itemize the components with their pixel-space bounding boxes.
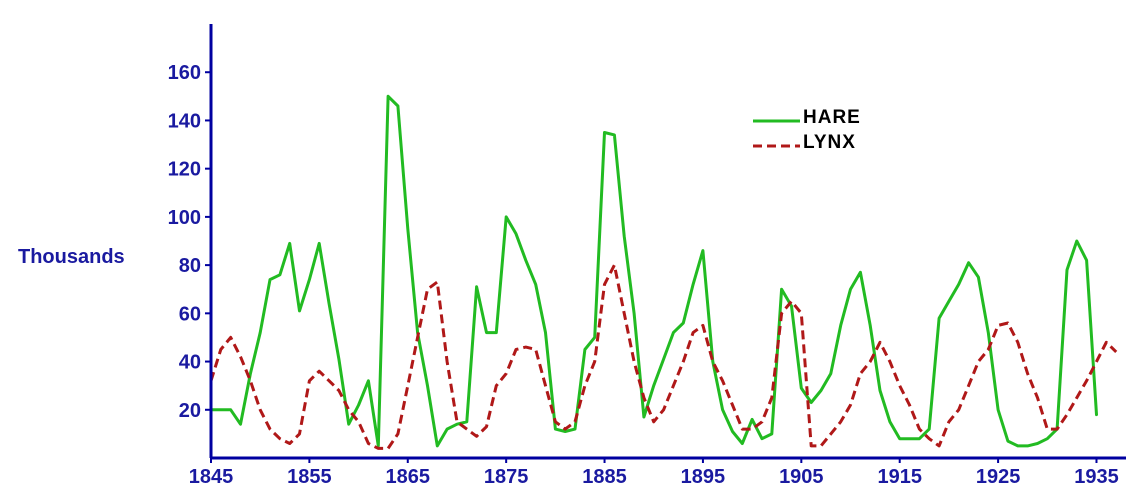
- y-tick-label: 100: [168, 207, 201, 229]
- x-tick-label: 1885: [582, 466, 627, 488]
- y-tick-label: 160: [168, 62, 201, 84]
- y-tick-label: 120: [168, 159, 201, 181]
- y-tick-label: 40: [179, 352, 201, 374]
- y-tick-label: 80: [179, 255, 201, 277]
- y-axis-ticks: 20 40 60 80 100 120 140 160: [168, 62, 211, 422]
- y-tick-label: 60: [179, 303, 201, 325]
- x-tick-label: 1935: [1074, 466, 1119, 488]
- y-axis-label: Thousands: [18, 246, 125, 268]
- series-line-lynx: [209, 263, 1118, 450]
- x-tick-label: 1895: [681, 466, 726, 488]
- series-line-hare: [209, 94, 1098, 448]
- x-tick-label: 1925: [976, 466, 1021, 488]
- x-tick-label: 1875: [484, 466, 529, 488]
- x-tick-label: 1905: [779, 466, 824, 488]
- plot-area: [209, 94, 1118, 450]
- x-tick-label: 1855: [287, 466, 332, 488]
- y-tick-label: 140: [168, 110, 201, 132]
- legend: HARE LYNX: [753, 107, 861, 153]
- legend-label-lynx: LYNX: [803, 132, 856, 153]
- legend-label-hare: HARE: [803, 107, 861, 128]
- x-axis-ticks: 1845 1855 1865 1875 1885 1895 1905 1915 1925 1935: [189, 458, 1119, 488]
- x-tick-label: 1865: [386, 466, 431, 488]
- x-tick-label: 1845: [189, 466, 234, 488]
- y-tick-label: 20: [179, 400, 201, 422]
- x-tick-label: 1915: [877, 466, 922, 488]
